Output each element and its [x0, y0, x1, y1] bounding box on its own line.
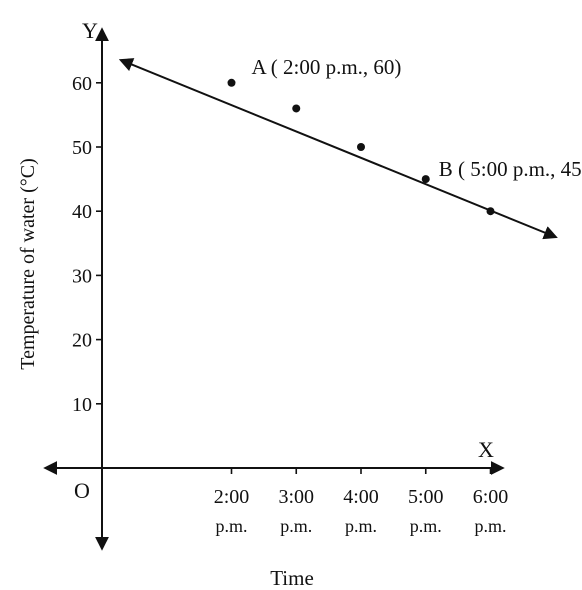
x-tick-label-period: p.m.: [215, 516, 247, 536]
y-tick-label: 20: [72, 330, 92, 352]
y-tick-label: 30: [72, 265, 92, 287]
point-annotation: A ( 2:00 p.m., 60): [252, 55, 402, 79]
axis-x-letter: X: [478, 437, 494, 462]
data-point: [227, 78, 236, 87]
data-point: [421, 175, 430, 184]
point-annotation: B ( 5:00 p.m., 45): [439, 157, 582, 181]
x-tick-label-time: 3:00: [278, 486, 314, 508]
y-tick-label: 50: [72, 137, 92, 159]
points-layer: [227, 78, 495, 216]
data-point: [486, 207, 495, 216]
x-axis-title: Time: [270, 566, 314, 590]
y-tick-label: 10: [72, 394, 92, 416]
y-tick-label: 60: [72, 73, 92, 95]
annotation-layer: A ( 2:00 p.m., 60) B ( 5:00 p.m., 45): [252, 55, 582, 181]
trend-line: [118, 58, 558, 240]
data-point: [292, 104, 301, 113]
x-tick-label-time: 4:00: [343, 486, 379, 508]
x-tick-label-time: 2:00: [214, 486, 250, 508]
x-tick-label-time: 5:00: [408, 486, 444, 508]
x-tick-label-period: p.m.: [345, 516, 377, 536]
y-tick-label: 40: [72, 201, 92, 223]
x-tick-label-period: p.m.: [474, 516, 506, 536]
ticks-layer: 10 20 30 40 50 60 2:00 p.m. 3:00 p.m. 4:00 p.m. 5:00…: [72, 73, 508, 536]
axis-y-letter: Y: [82, 18, 98, 43]
trend-layer: [118, 58, 558, 240]
origin-label: O: [74, 478, 90, 503]
x-tick-label-time: 6:00: [473, 486, 509, 508]
x-tick-label-period: p.m.: [410, 516, 442, 536]
data-point: [357, 143, 365, 151]
x-tick-label-period: p.m.: [280, 516, 312, 536]
y-axis-title: Temperature of water (°C): [17, 158, 39, 370]
